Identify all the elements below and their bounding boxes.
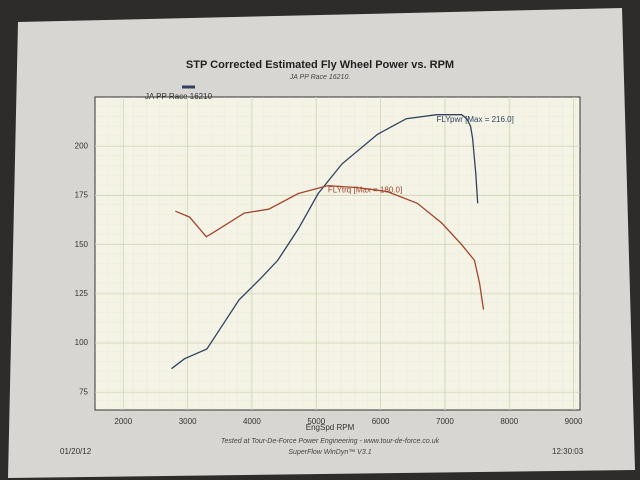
date: 01/20/12 <box>60 447 92 456</box>
chart-title: STP Corrected Estimated Fly Wheel Power … <box>186 59 454 71</box>
y-tick-label: 125 <box>75 289 89 298</box>
x-tick-label: 6000 <box>372 417 390 426</box>
series-line <box>175 184 485 310</box>
legend-label: JA PP Race 16210 <box>145 92 213 101</box>
chart-subtitle: JA PP Race 16210. <box>289 74 351 81</box>
minor-grid <box>95 97 580 410</box>
x-tick-label: 5000 <box>307 417 325 426</box>
time: 12:30:03 <box>552 447 584 456</box>
y-tick-label: 200 <box>75 141 89 150</box>
x-axis-label: EngSpd RPM <box>306 423 355 432</box>
series-label: FLYpwr [Max = 216.0] <box>437 115 514 124</box>
series-label: FLYtrq [Max = 180.0] <box>328 186 402 195</box>
x-tick-label: 8000 <box>500 417 518 426</box>
x-tick-label: 7000 <box>436 417 454 426</box>
x-tick-label: 4000 <box>243 417 261 426</box>
plot-layer: 75 100 125 150 175 200 2000 3000 4000 5000 6000 700… <box>75 97 583 426</box>
x-tick-label: 9000 <box>565 417 583 426</box>
y-tick-label: 150 <box>75 240 89 249</box>
x-tick-label: 2000 <box>114 417 132 426</box>
footer: Tested at Tour-De-Force Power Engineerin… <box>221 438 440 445</box>
series-line <box>171 114 479 370</box>
x-tick-label: 3000 <box>179 417 197 426</box>
y-tick-label: 100 <box>75 338 89 347</box>
y-tick-label: 75 <box>79 387 88 396</box>
y-tick-label: 175 <box>75 191 89 200</box>
software: SuperFlow WinDyn™ V3.1 <box>288 449 371 456</box>
